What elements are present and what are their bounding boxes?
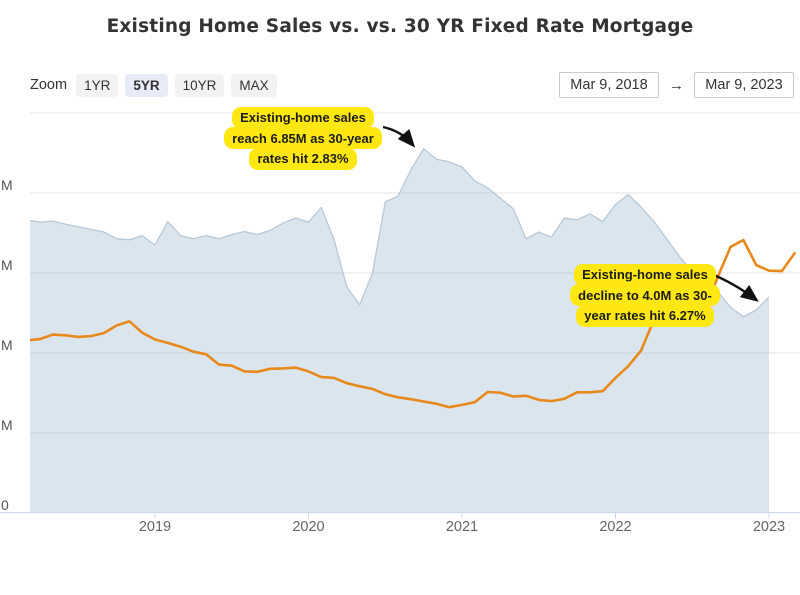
zoom-button-1yr[interactable]: 1YR	[76, 73, 119, 97]
date-range-group: Mar 9, 2018 → Mar 9, 2023	[559, 72, 794, 98]
annotation-line: reach 6.85M as 30-year	[224, 127, 382, 149]
annotation-line: decline to 4.0M as 30-	[570, 284, 720, 306]
y-axis-label: M	[1, 177, 13, 193]
date-to-input[interactable]: Mar 9, 2023	[694, 72, 794, 98]
annotation-callout: Existing-home sales decline to 4.0M as 30…	[560, 263, 730, 327]
annotation-line: Existing-home sales	[232, 106, 374, 129]
x-axis-label: 2023	[752, 519, 786, 535]
x-axis-label: 2020	[292, 519, 325, 535]
annotation-callout: Existing-home sales reach 6.85M as 30-yea…	[218, 106, 388, 170]
zoom-button-max[interactable]: MAX	[231, 73, 277, 97]
y-axis-label: 0	[1, 497, 9, 513]
date-from-input[interactable]: Mar 9, 2018	[559, 72, 659, 98]
y-axis-label: M	[1, 257, 13, 273]
chart-title: Existing Home Sales vs. vs. 30 YR Fixed …	[106, 16, 694, 37]
x-axis-label: 2022	[599, 519, 632, 535]
existing-home-sales-edge	[30, 148, 770, 318]
x-axis-label: 2021	[445, 519, 479, 535]
chart-controls: Zoom 1YR 5YR 10YR MAX Mar 9, 2018 → Mar 9, …	[30, 70, 794, 100]
y-axis-label: M	[1, 337, 13, 353]
existing-home-sales-area	[30, 148, 769, 513]
range-arrow-icon: →	[669, 76, 684, 94]
zoom-button-5yr[interactable]: 5YR	[125, 73, 168, 97]
annotation-arrow-icon	[382, 125, 416, 148]
annotation-line: Existing-home sales	[574, 263, 716, 286]
annotation-line: rates hit 2.83%	[249, 147, 357, 170]
y-axis-label: M	[1, 417, 13, 433]
zoom-label: Zoom	[30, 77, 68, 93]
zoom-button-10yr[interactable]: 10YR	[174, 73, 225, 97]
annotation-line: year rates hit 6.27%	[576, 304, 714, 327]
zoom-button-group: Zoom 1YR 5YR 10YR MAX	[30, 73, 277, 97]
x-axis-label: 2019	[138, 519, 172, 535]
